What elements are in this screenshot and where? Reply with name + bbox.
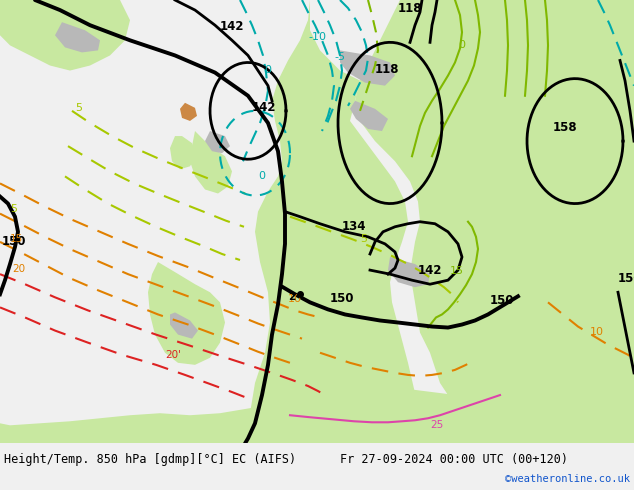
Text: 0: 0 <box>458 40 465 50</box>
Text: 0: 0 <box>258 172 265 181</box>
Text: Height/Temp. 850 hPa [gdmp][°C] EC (AIFS): Height/Temp. 850 hPa [gdmp][°C] EC (AIFS… <box>4 453 296 466</box>
Text: 2: 2 <box>288 293 295 302</box>
Text: 5: 5 <box>360 234 367 244</box>
Text: 5: 5 <box>75 103 82 113</box>
Text: 20': 20' <box>165 350 181 360</box>
Text: 15: 15 <box>10 234 23 244</box>
Polygon shape <box>190 131 232 194</box>
Polygon shape <box>250 0 425 443</box>
Polygon shape <box>0 388 634 443</box>
Text: 118: 118 <box>398 2 422 15</box>
Polygon shape <box>310 0 634 443</box>
Polygon shape <box>388 257 430 287</box>
Text: 150: 150 <box>618 272 634 285</box>
Text: 142: 142 <box>220 20 245 33</box>
Text: 158: 158 <box>553 121 578 134</box>
Polygon shape <box>0 0 130 71</box>
Polygon shape <box>55 22 100 52</box>
Polygon shape <box>148 262 225 365</box>
Text: 0: 0 <box>264 65 271 74</box>
Polygon shape <box>350 101 388 131</box>
Text: 25: 25 <box>430 420 443 430</box>
Text: 142: 142 <box>418 264 443 277</box>
Text: 150: 150 <box>490 294 515 307</box>
Text: 10: 10 <box>288 294 302 304</box>
Text: ©weatheronline.co.uk: ©weatheronline.co.uk <box>505 474 630 484</box>
Polygon shape <box>205 131 230 153</box>
Text: 10: 10 <box>590 327 604 337</box>
Polygon shape <box>340 50 395 86</box>
Text: 20: 20 <box>12 264 25 274</box>
Text: 5: 5 <box>10 204 17 214</box>
Text: 134: 134 <box>342 220 366 233</box>
Polygon shape <box>170 136 196 170</box>
Text: -5: -5 <box>334 52 345 62</box>
Polygon shape <box>0 0 85 32</box>
Text: Fr 27-09-2024 00:00 UTC (00+120): Fr 27-09-2024 00:00 UTC (00+120) <box>340 453 568 466</box>
Text: 118: 118 <box>375 63 399 75</box>
Text: 15: 15 <box>450 266 464 276</box>
Text: 142: 142 <box>252 101 276 114</box>
Polygon shape <box>180 103 197 121</box>
Polygon shape <box>170 313 198 339</box>
Text: 150: 150 <box>2 235 27 248</box>
Text: 150: 150 <box>330 293 354 305</box>
Text: -10: -10 <box>308 32 326 42</box>
